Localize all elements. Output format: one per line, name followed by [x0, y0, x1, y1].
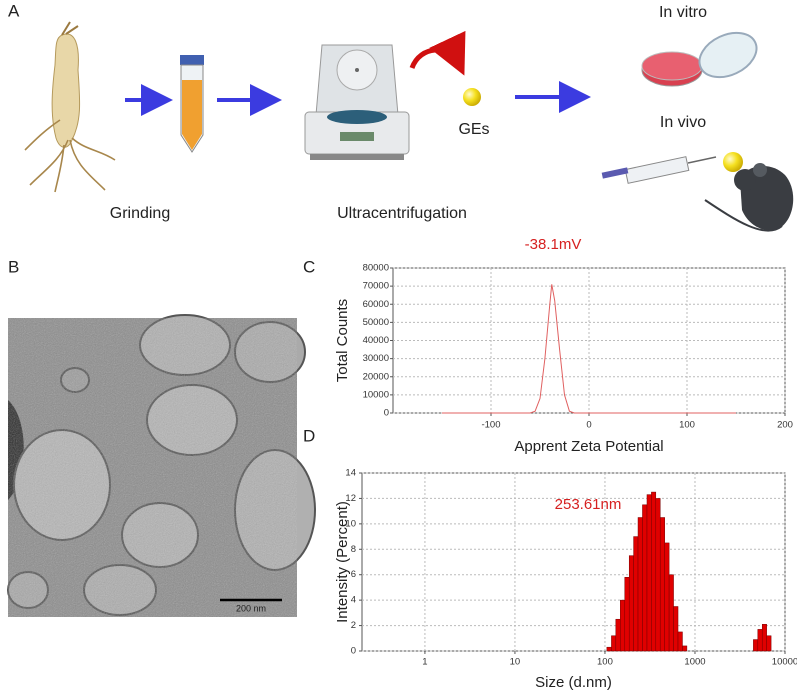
- step-label: Ultracentrifugation: [337, 205, 467, 222]
- bar: [682, 645, 688, 652]
- x-tick-label: 100: [597, 657, 613, 668]
- y-tick-label: 40000: [363, 335, 389, 346]
- y-tick-label: 80000: [363, 263, 389, 274]
- panel-label: A: [8, 1, 20, 20]
- panel-label: B: [8, 257, 19, 276]
- bar: [659, 517, 665, 652]
- tem-image: [7, 314, 316, 617]
- x-axis-label: Size (d.nm): [535, 674, 612, 691]
- y-axis-label: Total Counts: [334, 299, 351, 382]
- ginseng: [24, 21, 116, 193]
- y-tick-label: 0: [384, 408, 389, 419]
- arrow: [409, 30, 466, 76]
- bar: [664, 542, 670, 652]
- x-tick-label: 100: [679, 420, 695, 431]
- annotation: -38.1mV: [525, 236, 582, 253]
- x-tick-label: 1: [422, 657, 427, 668]
- bar: [766, 635, 772, 652]
- x-axis-label: Apprent Zeta Potential: [514, 438, 663, 455]
- y-tick-label: 2: [351, 620, 356, 631]
- centrifuge: [304, 44, 410, 160]
- vesicle: [723, 152, 743, 172]
- tube: [180, 55, 204, 153]
- x-tick-label: 10000: [772, 657, 797, 668]
- y-tick-label: 10: [345, 518, 356, 529]
- in-vitro-label: In vitro: [659, 4, 707, 21]
- bar: [615, 618, 621, 652]
- bar: [673, 606, 679, 652]
- bar: [753, 639, 759, 652]
- bar: [651, 491, 657, 652]
- y-tick-label: 4: [351, 595, 356, 606]
- y-axis-label: Intensity (Percent): [334, 501, 351, 623]
- y-tick-label: 12: [345, 493, 356, 504]
- in-vivo-label: In vivo: [660, 114, 706, 131]
- y-tick-label: 70000: [363, 281, 389, 292]
- annotation: 253.61nm: [555, 496, 622, 513]
- bar: [620, 599, 626, 652]
- bar: [637, 517, 643, 652]
- mouse: [704, 163, 794, 232]
- y-tick-label: 50000: [363, 317, 389, 328]
- bar: [628, 555, 634, 652]
- panel-label: C: [303, 257, 315, 276]
- line: [442, 284, 736, 414]
- bar: [668, 574, 674, 652]
- bar: [646, 494, 652, 652]
- x-tick-label: 1000: [684, 657, 705, 668]
- bar: [633, 536, 639, 652]
- y-tick-label: 8: [351, 544, 356, 555]
- x-tick-label: 0: [586, 420, 591, 431]
- y-tick-label: 14: [345, 468, 356, 479]
- y-tick-label: 0: [351, 646, 356, 657]
- petri-dishes: [641, 31, 758, 87]
- bar: [606, 646, 612, 652]
- product-label: GEs: [458, 121, 489, 138]
- y-tick-label: 60000: [363, 299, 389, 310]
- panel-label: D: [303, 426, 315, 445]
- vesicle: [463, 88, 481, 106]
- bar: [624, 577, 630, 652]
- plot-area: [361, 472, 786, 652]
- bar: [677, 631, 683, 652]
- y-tick-label: 30000: [363, 353, 389, 364]
- x-tick-label: -100: [481, 420, 500, 431]
- y-tick-label: 10000: [363, 389, 389, 400]
- x-tick-label: 10: [510, 657, 521, 668]
- bar: [761, 624, 767, 652]
- bar: [642, 504, 648, 652]
- y-tick-label: 20000: [363, 371, 389, 382]
- bar: [757, 629, 763, 652]
- step-label: Grinding: [110, 205, 170, 222]
- x-tick-label: 200: [777, 420, 793, 431]
- syringe: [601, 156, 717, 184]
- bar: [655, 498, 661, 652]
- bar: [611, 635, 617, 652]
- scale-bar-label: 200 nm: [236, 603, 266, 613]
- y-tick-label: 6: [351, 569, 356, 580]
